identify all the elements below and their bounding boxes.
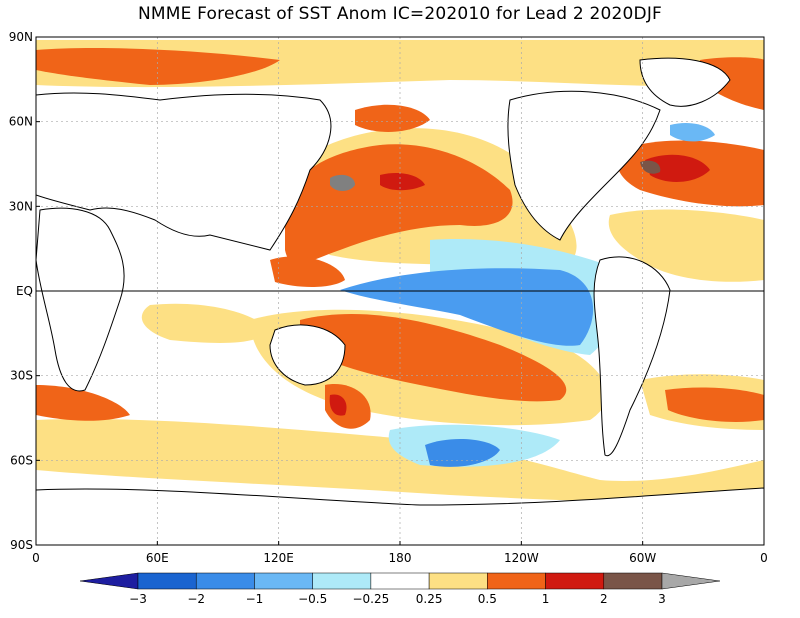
lon-tick-label: 0 bbox=[32, 551, 40, 565]
latitude-labels: 90N 60N 30N EQ 30S 60S 90S bbox=[9, 30, 40, 552]
lat-tick-label: 30N bbox=[9, 199, 33, 213]
colorbar-label: 3 bbox=[658, 592, 666, 606]
lat-tick-label: 60S bbox=[10, 453, 33, 467]
colorbar-label: −0.5 bbox=[298, 592, 327, 606]
tasman-red bbox=[329, 394, 347, 416]
longitude-labels: 0 60E 120E 180 120W 60W 0 bbox=[32, 541, 768, 565]
map-title: NMME Forecast of SST Anom IC=202010 for … bbox=[137, 4, 663, 24]
lat-tick-label: 90N bbox=[9, 30, 33, 44]
south-atlantic-warm bbox=[665, 387, 764, 422]
southern-ocean-warm-west bbox=[36, 385, 130, 421]
colorbar-label: 1 bbox=[542, 592, 550, 606]
central-eastern-pacific-cold-tongue bbox=[340, 268, 594, 346]
colorbar-label: 0.25 bbox=[416, 592, 443, 606]
western-pacific-warm-pool bbox=[270, 256, 345, 287]
strong-warm-anomalies bbox=[329, 154, 710, 416]
lat-tick-label: 60N bbox=[9, 115, 33, 129]
north-atlantic-red bbox=[645, 154, 710, 182]
colorbar-bin bbox=[254, 572, 313, 590]
lon-tick-label: 120E bbox=[263, 551, 294, 565]
lon-tick-label: 0 bbox=[760, 551, 768, 565]
colorbar-label: −2 bbox=[187, 592, 205, 606]
colorbar-bin bbox=[312, 572, 372, 590]
north-america bbox=[507, 90, 661, 241]
colorbar-bin bbox=[603, 572, 663, 590]
atlantic-yellow bbox=[608, 209, 764, 282]
colorbar-high-arrow bbox=[661, 572, 721, 590]
colorbar-label: −1 bbox=[246, 592, 264, 606]
colorbar: −3 −2 −1 −0.5 −0.25 0.25 0.5 1 2 3 bbox=[79, 572, 721, 606]
antarctica bbox=[36, 487, 764, 545]
south-america bbox=[593, 256, 671, 457]
colorbar-low-arrow bbox=[79, 572, 139, 590]
lon-tick-label: 60E bbox=[146, 551, 169, 565]
north-pacific-warm-blob bbox=[285, 144, 513, 264]
colorbar-bin bbox=[487, 572, 546, 590]
greenland bbox=[639, 57, 731, 107]
colorbar-bin bbox=[137, 572, 197, 590]
colorbar-bin bbox=[428, 572, 488, 590]
cold-anomalies bbox=[340, 123, 715, 467]
lat-tick-label: EQ bbox=[16, 284, 33, 298]
southern-ocean-cold-patch bbox=[425, 438, 500, 467]
continents bbox=[36, 57, 764, 545]
map-plot-area bbox=[36, 37, 764, 545]
nw-pacific-extreme-patch bbox=[330, 174, 355, 191]
lat-tick-label: 90S bbox=[10, 538, 33, 552]
arctic-warm-west bbox=[36, 48, 280, 85]
bering-warm bbox=[355, 104, 430, 132]
colorbar-label: 0.5 bbox=[478, 592, 497, 606]
north-pacific-red bbox=[380, 173, 425, 191]
gulf-stream-extreme-patch bbox=[640, 160, 661, 174]
africa bbox=[36, 207, 125, 392]
lon-tick-label: 120W bbox=[504, 551, 539, 565]
colorbar-label: 2 bbox=[600, 592, 608, 606]
eurasia bbox=[36, 92, 332, 251]
labrador-cool bbox=[670, 123, 715, 142]
colorbar-bin bbox=[370, 572, 430, 590]
lon-tick-label: 60W bbox=[629, 551, 656, 565]
colorbar-label: −3 bbox=[129, 592, 147, 606]
lat-tick-label: 30S bbox=[10, 369, 33, 383]
colorbar-bin bbox=[195, 572, 255, 590]
colorbar-label: −0.25 bbox=[352, 592, 389, 606]
southern-ocean-yellow-band bbox=[36, 419, 764, 503]
indian-ocean-yellow bbox=[141, 303, 270, 343]
south-pacific-warm-band bbox=[300, 314, 567, 402]
lon-tick-label: 180 bbox=[389, 551, 412, 565]
colorbar-bin bbox=[545, 572, 605, 590]
